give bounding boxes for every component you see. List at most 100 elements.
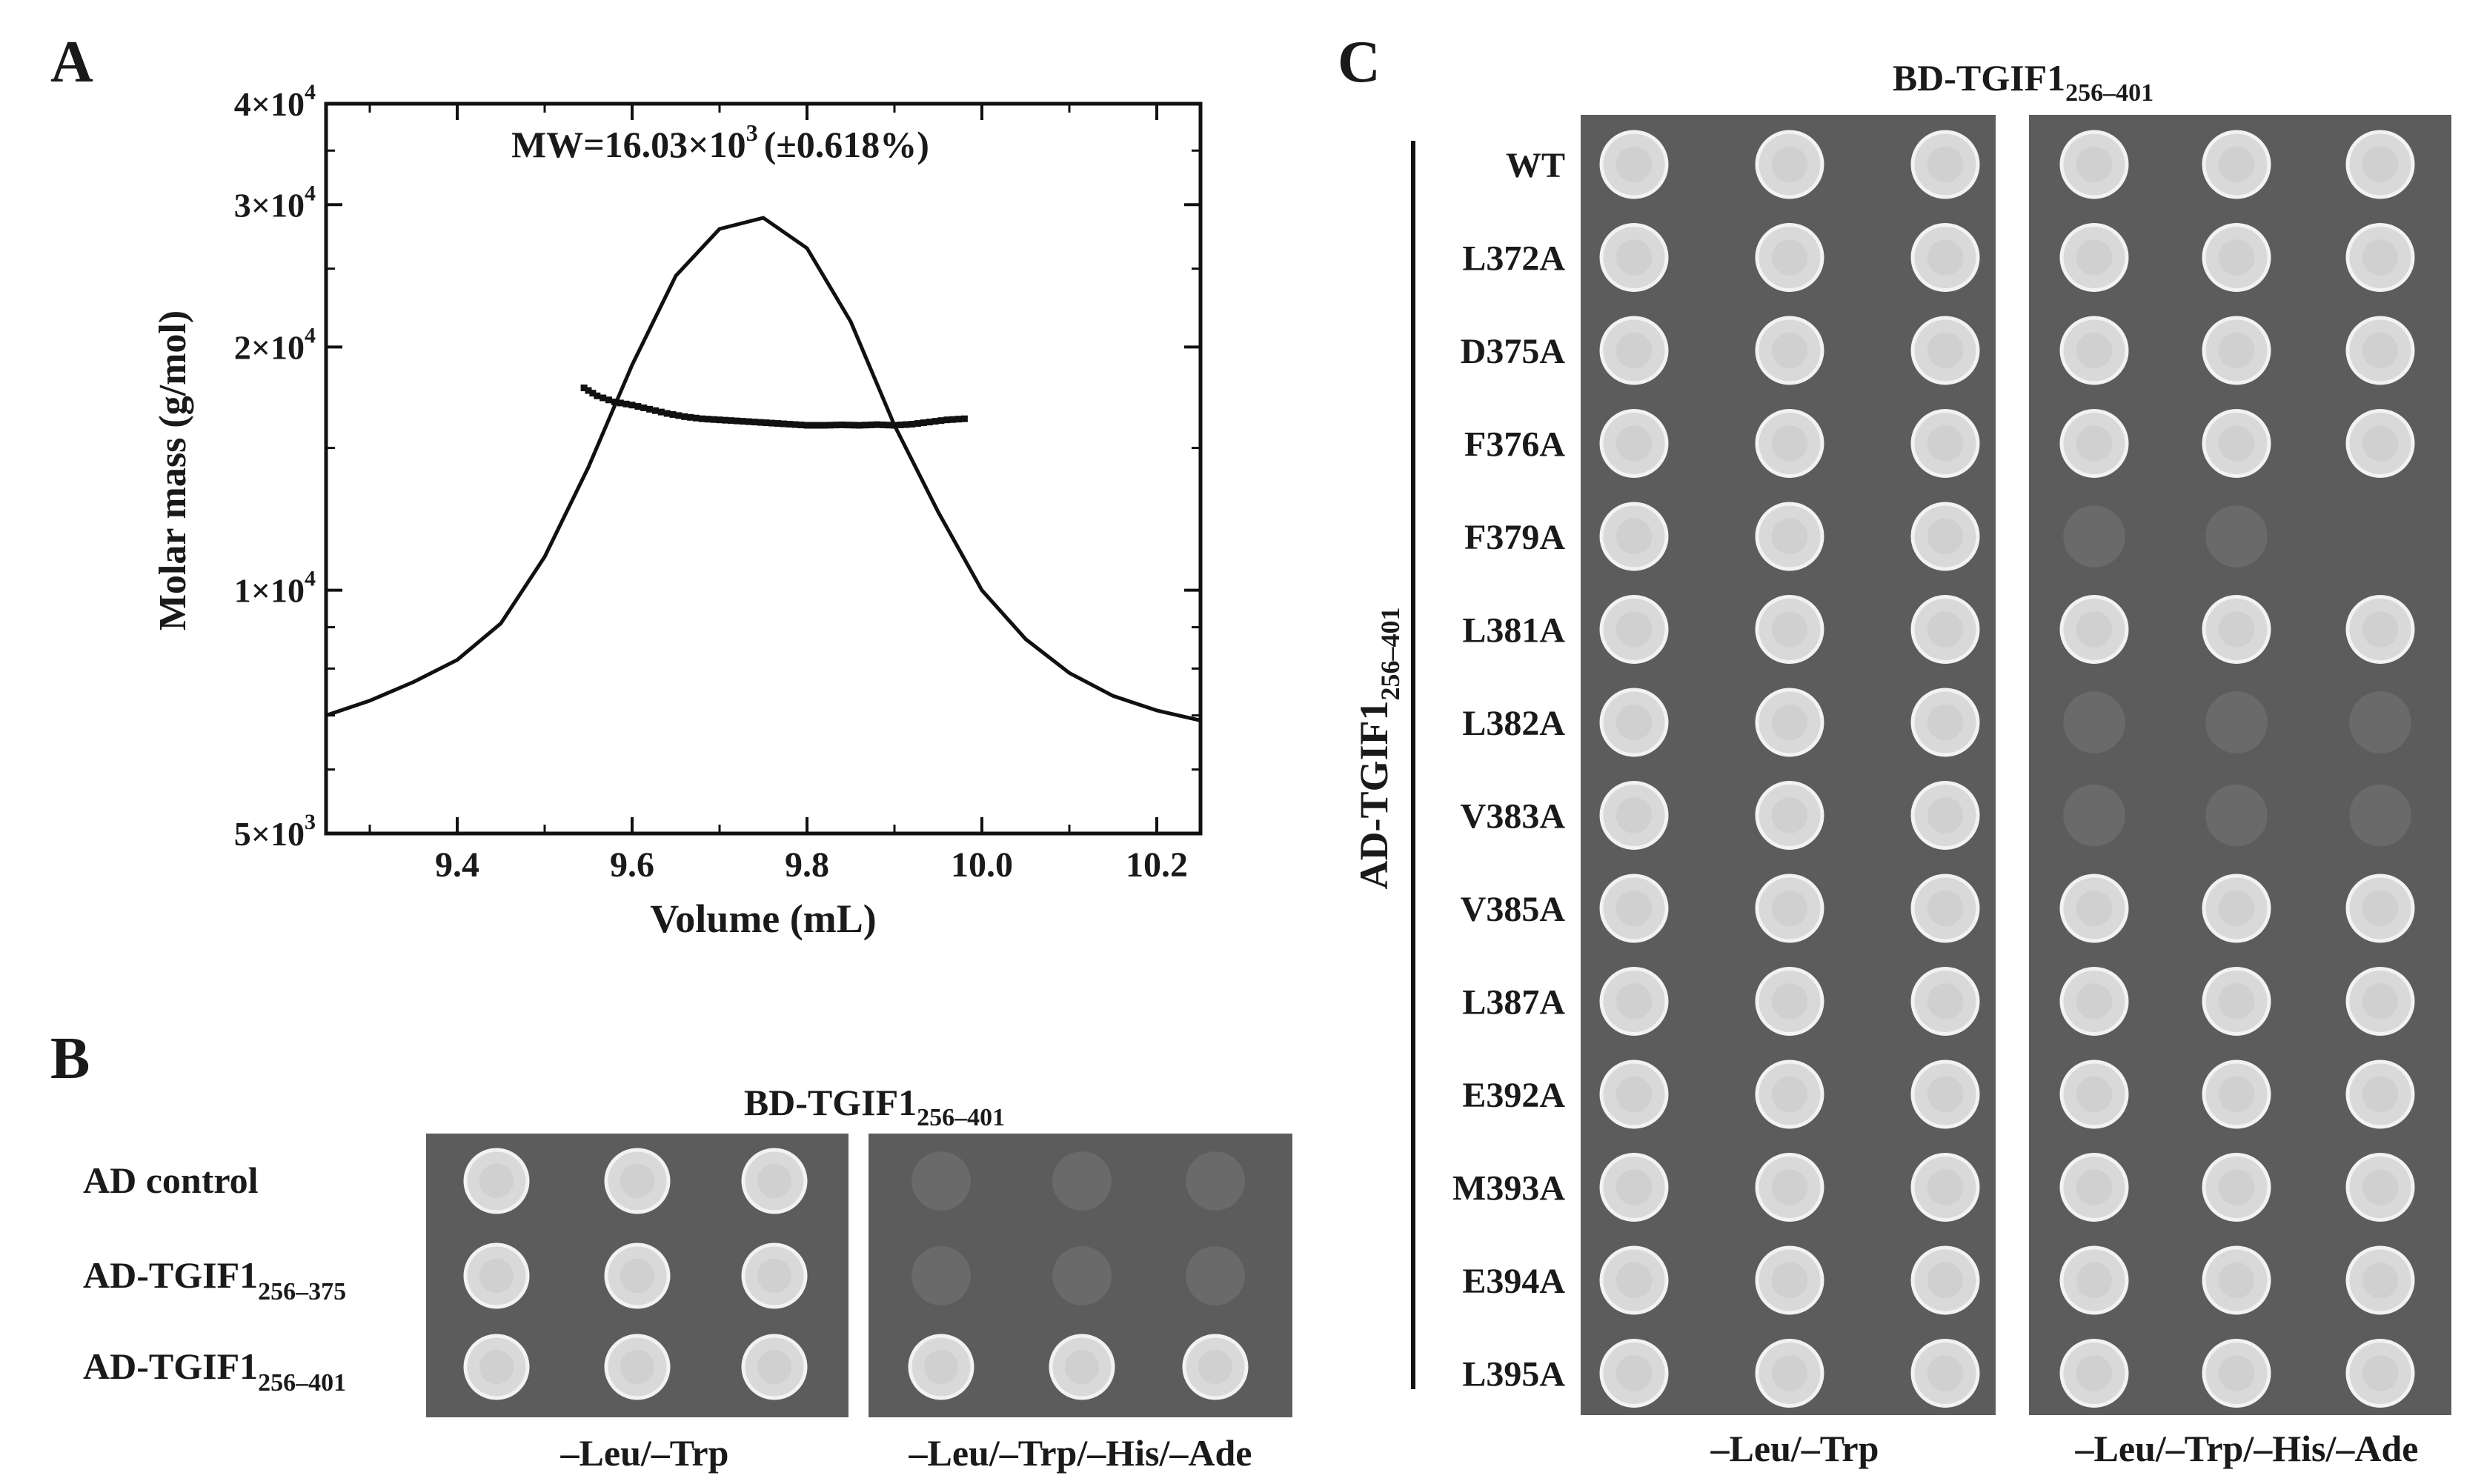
molar-mass-point	[734, 417, 741, 425]
yeast-spot-center	[1927, 239, 1964, 276]
yeast-spot-center	[1064, 1349, 1100, 1385]
yeast-spot-faint	[911, 1151, 971, 1211]
molar-mass-point	[710, 416, 717, 423]
yeast-spot-center	[1615, 611, 1653, 648]
yeast-spot-center	[1615, 1355, 1653, 1391]
yeast-spot-center	[2218, 332, 2255, 369]
molar-mass-point	[622, 400, 630, 407]
molar-mass-point	[617, 399, 624, 407]
molar-mass-point	[589, 390, 597, 397]
yeast-spot-center	[1615, 1169, 1653, 1205]
y-tick-label: 3×104	[234, 181, 316, 224]
x-tick-label: 9.8	[785, 845, 829, 885]
y-tick-label: 1×104	[234, 567, 316, 610]
panel-b-row-label: AD-TGIF1256–401	[83, 1345, 346, 1397]
yeast-spot-center	[479, 1349, 514, 1385]
molar-mass-point	[763, 419, 770, 427]
molar-mass-point	[687, 413, 694, 421]
yeast-spot-center	[2076, 1076, 2113, 1113]
plot-frame	[324, 102, 1203, 836]
molar-mass-point	[809, 422, 817, 429]
yeast-spot-center	[2076, 332, 2113, 369]
yeast-spot-center	[2362, 332, 2399, 369]
yeast-spot-center	[2076, 239, 2113, 276]
mutant-label: E392A	[1462, 1076, 1565, 1115]
yeast-spot-center	[1927, 1169, 1964, 1205]
panel-b: B BD-TGIF1256–401 AD control AD-TGIF1256–…	[50, 1026, 1292, 1474]
molar-mass-point	[675, 412, 683, 419]
yeast-spot-center	[2362, 1169, 2399, 1205]
yeast-spot-center	[757, 1163, 792, 1199]
molar-mass-point	[856, 422, 863, 429]
yeast-spot-center	[1927, 704, 1964, 741]
molar-mass-point	[844, 422, 851, 429]
panel-c: C BD-TGIF1256–401 AD-TGIF1256–401 WT L372…	[1338, 30, 2451, 1469]
yeast-spot-center	[1615, 890, 1653, 927]
yeast-spot-center	[1615, 425, 1653, 462]
elution-peak-curve	[325, 216, 1201, 722]
yeast-spot-center	[2076, 146, 2113, 183]
yeast-spot-center	[2362, 1076, 2399, 1113]
yeast-spot-faint	[1186, 1246, 1245, 1305]
mutant-label: L372A	[1462, 239, 1565, 279]
yeast-spot-center	[2218, 239, 2255, 276]
mutant-label: E394A	[1462, 1262, 1565, 1301]
molar-mass-point	[751, 419, 758, 426]
molar-mass-point	[803, 422, 811, 429]
molar-mass-point	[926, 419, 933, 426]
molar-mass-point	[663, 410, 671, 417]
yeast-spot-center	[2076, 611, 2113, 648]
yeast-spot-faint	[2205, 505, 2268, 568]
yeast-spot-center	[1927, 611, 1964, 648]
mutant-label: L382A	[1462, 704, 1565, 743]
yeast-spot-faint	[911, 1246, 971, 1305]
yeast-spot-center	[1615, 332, 1653, 369]
yeast-spot-center	[2218, 146, 2255, 183]
yeast-spot-faint	[1052, 1151, 1112, 1211]
yeast-spot-center	[479, 1163, 514, 1199]
yeast-spot-center	[1771, 890, 1808, 927]
yeast-spot-center	[2218, 890, 2255, 927]
yeast-spot-center	[2076, 983, 2113, 1019]
mutant-label: F379A	[1464, 518, 1565, 557]
molar-mass-point	[891, 422, 898, 429]
mutant-label: V383A	[1461, 797, 1566, 836]
mutant-label: L387A	[1462, 983, 1565, 1022]
yeast-spot-center	[1771, 797, 1808, 833]
mutant-label: L395A	[1462, 1355, 1565, 1394]
yeast-spot-faint	[1186, 1151, 1245, 1211]
molar-mass-point	[594, 392, 601, 399]
molar-mass-point	[605, 396, 613, 404]
yeast-spot-center	[479, 1258, 514, 1294]
molar-mass-point	[651, 407, 659, 414]
molar-mass-point	[669, 410, 677, 418]
molar-mass-point	[797, 422, 805, 429]
yeast-spot-center	[1927, 146, 1964, 183]
yeast-spot-center	[2362, 425, 2399, 462]
yeast-spot-center	[1615, 518, 1653, 555]
panel-c-letter: C	[1338, 30, 1381, 95]
molar-mass-point	[693, 414, 700, 422]
molar-mass-point	[821, 422, 828, 429]
yeast-spot-center	[1927, 518, 1964, 555]
molar-mass-point	[722, 416, 729, 424]
yeast-spot-center	[2076, 425, 2113, 462]
y-tick-label: 2×104	[234, 323, 316, 366]
yeast-spot-center	[757, 1258, 792, 1294]
molar-mass-point	[838, 421, 846, 428]
yeast-spot-center	[923, 1349, 959, 1385]
yeast-spot-center	[2218, 1355, 2255, 1391]
molar-mass-point	[780, 420, 788, 427]
yeast-spot-center	[620, 1349, 655, 1385]
yeast-spot-center	[1615, 983, 1653, 1019]
yeast-spot-faint	[2349, 691, 2411, 753]
mutant-label: F376A	[1464, 425, 1565, 465]
molar-mass-point	[949, 416, 957, 423]
molar-mass-point	[862, 422, 869, 429]
molar-mass-point	[580, 385, 588, 392]
panel-b-row-label: AD-TGIF1256–375	[83, 1254, 346, 1305]
molar-mass-point	[774, 420, 782, 427]
yeast-spot-center	[2362, 1262, 2399, 1299]
yeast-spot-faint	[2205, 784, 2268, 847]
